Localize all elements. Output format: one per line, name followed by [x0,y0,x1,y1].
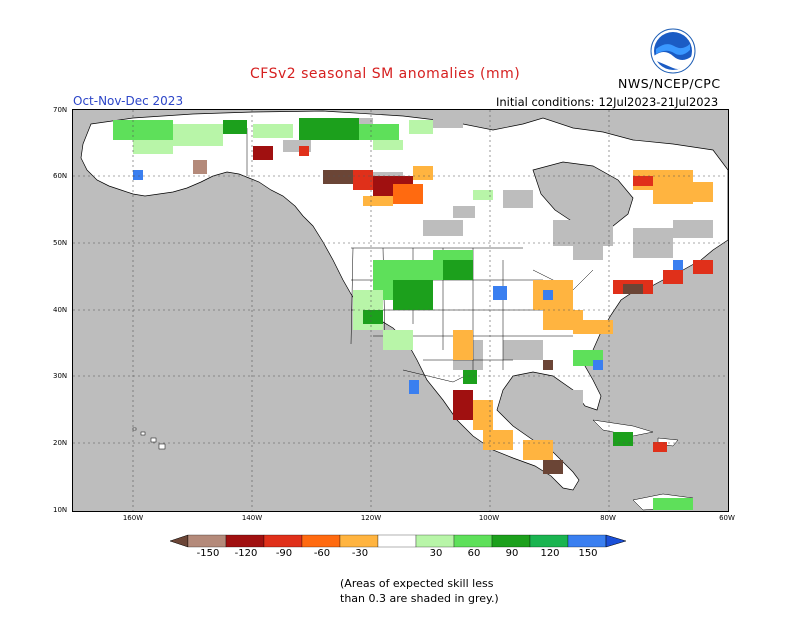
initial-conditions-value: 12Jul2023-21Jul2023 [598,95,719,109]
anomaly-cells [113,118,713,510]
greenland-landmass [532,161,634,231]
colorbar-label: 90 [505,548,519,559]
season-label: Oct-Nov-Dec 2023 [73,94,184,108]
colorbar-label: 30 [429,548,443,559]
skill-note: (Areas of expected skill less than 0.3 a… [340,576,540,606]
colorbar-max-arrow [605,534,627,548]
colorbar-bin [377,534,417,548]
colorbar-bin [225,534,265,548]
skill-note-line-2: than 0.3 are shaded in grey.) [340,592,499,605]
noaa-logo [650,28,696,74]
map-svg [73,110,728,511]
colorbar-bin [339,534,379,548]
colorbar-bin [301,534,341,548]
colorbar-label: 60 [467,548,481,559]
colorbar-label: 150 [578,548,598,559]
colorbar-label: -120 [234,548,258,559]
skill-note-line-1: (Areas of expected skill less [340,577,494,590]
colorbar-bin [415,534,455,548]
colorbar-bin [263,534,303,548]
lat-label-30n: 30N [53,372,68,380]
colorbar-label: 120 [540,548,560,559]
lat-label-50n: 50N [53,239,68,247]
agency-label: NWS/NCEP/CPC [618,76,721,91]
lat-label-70n: 70N [53,106,68,114]
lat-label-20n: 20N [53,439,68,447]
lat-lon-grid [73,110,728,511]
lon-label-100w: 100W [478,514,500,522]
initial-conditions: Initial conditions: 12Jul2023-21Jul2023 [496,95,718,109]
colorbar-min-arrow [170,534,189,548]
lat-label-40n: 40N [53,306,68,314]
lon-label-120w: 120W [360,514,382,522]
map-panel [72,109,729,512]
colorbar-bin [529,534,569,548]
colorbar-bin [567,534,607,548]
initial-conditions-label: Initial conditions: [496,95,595,109]
lon-label-140w: 140W [241,514,263,522]
colorbar-label: -30 [351,548,369,559]
lat-label-60n: 60N [53,172,68,180]
lat-label-10n: 10N [53,506,68,514]
hawaii-islands [132,427,166,450]
colorbar-label: -150 [196,548,220,559]
colorbar-label: -60 [313,548,331,559]
colorbar-bin [187,534,227,548]
lon-label-60w: 60W [719,514,735,522]
colorbar-bin [491,534,531,548]
colorbar-bin [453,534,493,548]
colorbar-svg [170,534,627,548]
chart-title: CFSv2 seasonal SM anomalies (mm) [250,66,521,82]
lon-label-80w: 80W [600,514,616,522]
colorbar [170,533,630,549]
lon-label-160w: 160W [122,514,144,522]
colorbar-label: -90 [275,548,293,559]
